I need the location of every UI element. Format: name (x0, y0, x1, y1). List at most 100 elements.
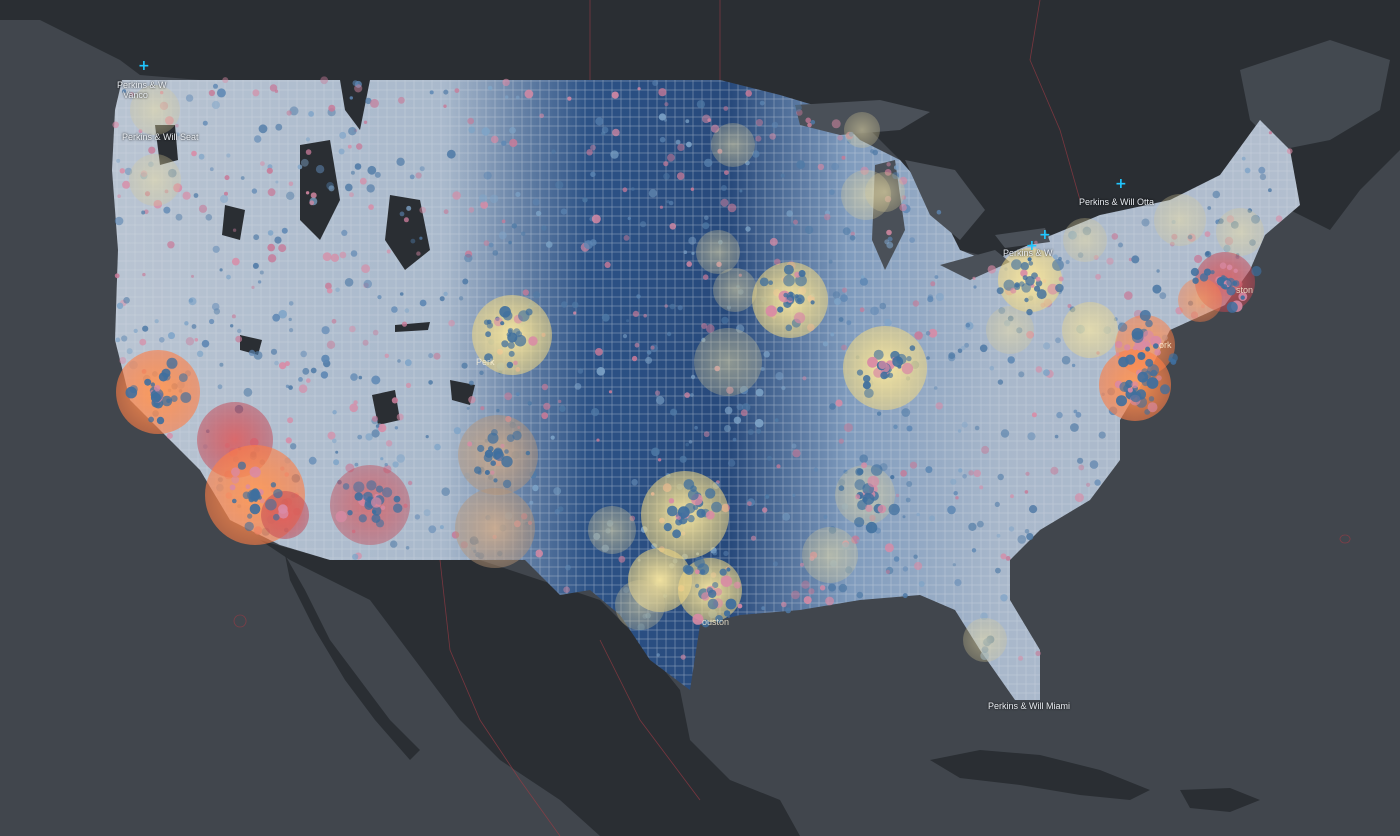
cuba (930, 750, 1150, 800)
data-dot (823, 514, 828, 520)
halo-albany (1154, 194, 1206, 246)
data-dot (258, 124, 268, 134)
cluster-dot (694, 557, 705, 568)
data-dot (582, 197, 588, 203)
data-dot (1024, 490, 1029, 494)
cluster-dot (251, 488, 260, 496)
data-dot (332, 438, 337, 444)
data-dot (1005, 556, 1011, 561)
data-dot (320, 76, 329, 85)
halo-pittsburgh (1062, 302, 1118, 358)
data-dot (684, 392, 690, 398)
cluster-dot (701, 619, 710, 628)
data-dot (112, 121, 119, 129)
cluster-dot (692, 504, 699, 510)
cluster-dot (493, 451, 502, 460)
data-dot (1094, 479, 1101, 486)
data-dot (354, 84, 363, 93)
cluster-dot (525, 450, 531, 456)
data-dot (231, 314, 236, 319)
data-dot (511, 223, 517, 229)
cluster-dot (156, 416, 165, 425)
data-dot (727, 459, 736, 467)
cluster-dot (783, 274, 795, 287)
data-dot (859, 277, 869, 286)
data-dot (1152, 284, 1162, 294)
data-dot (1131, 255, 1140, 264)
data-dot (354, 163, 362, 170)
data-dot (326, 340, 336, 349)
data-dot (775, 372, 784, 381)
data-dot (541, 225, 547, 231)
data-dot (567, 96, 572, 101)
data-dot (909, 461, 918, 469)
canada-water (1240, 40, 1390, 150)
data-dot (965, 322, 971, 328)
data-dot (330, 253, 340, 262)
data-dot (994, 501, 1000, 507)
cluster-dot (508, 350, 515, 357)
data-dot (829, 189, 835, 196)
data-dot (762, 507, 768, 513)
data-dot (747, 501, 752, 506)
cluster-dot (1014, 283, 1021, 290)
plus-marker-icon[interactable]: + (1115, 176, 1127, 192)
data-dot (696, 100, 706, 109)
data-dot (374, 171, 381, 178)
data-dot (428, 380, 433, 385)
data-dot (838, 583, 848, 593)
data-dot (720, 185, 727, 191)
data-dot (1159, 292, 1167, 300)
data-dot (191, 274, 194, 278)
data-dot (590, 144, 596, 151)
data-dot (300, 158, 309, 167)
data-dot (927, 294, 934, 301)
data-dot (365, 97, 372, 105)
data-dot (443, 291, 448, 297)
data-dot (828, 259, 833, 264)
cluster-dot (694, 569, 700, 575)
plus-marker-icon[interactable]: + (1026, 238, 1038, 254)
data-dot (439, 296, 445, 302)
data-dot (349, 96, 353, 100)
cluster-dot (501, 340, 509, 348)
data-dot (217, 384, 223, 390)
data-dot (315, 165, 325, 174)
data-dot (1075, 411, 1082, 418)
data-dot (335, 450, 339, 454)
data-dot (464, 253, 473, 263)
data-dot (1089, 460, 1099, 469)
cluster-dot (1024, 297, 1029, 303)
data-dot (305, 191, 310, 195)
data-dot (856, 539, 861, 543)
cluster-dot (393, 503, 403, 513)
plus-marker-icon[interactable]: + (1039, 227, 1051, 243)
data-dot (115, 337, 121, 343)
data-dot (532, 484, 539, 492)
data-dot (780, 173, 785, 178)
data-dot (610, 150, 619, 159)
cluster-dot (1148, 396, 1155, 402)
data-dot (350, 250, 358, 257)
cluster-dot (1226, 264, 1233, 271)
data-dot (419, 206, 427, 214)
data-dot (885, 569, 891, 575)
cluster-dot (490, 470, 495, 475)
data-dot (1054, 434, 1059, 439)
data-dot (339, 131, 347, 139)
cluster-dot (245, 484, 251, 490)
data-dot (252, 262, 259, 269)
data-dot (771, 121, 779, 129)
plus-marker-icon[interactable]: + (138, 58, 150, 74)
cluster-dot (354, 492, 363, 501)
cluster-dot (1190, 267, 1199, 277)
cluster-dot (887, 372, 894, 378)
data-dot (362, 339, 369, 346)
halo-tampa (963, 618, 1007, 662)
data-dot (955, 496, 959, 500)
data-dot (133, 328, 138, 333)
data-dot (535, 210, 542, 217)
data-dot (391, 397, 398, 404)
data-dot (887, 236, 893, 242)
